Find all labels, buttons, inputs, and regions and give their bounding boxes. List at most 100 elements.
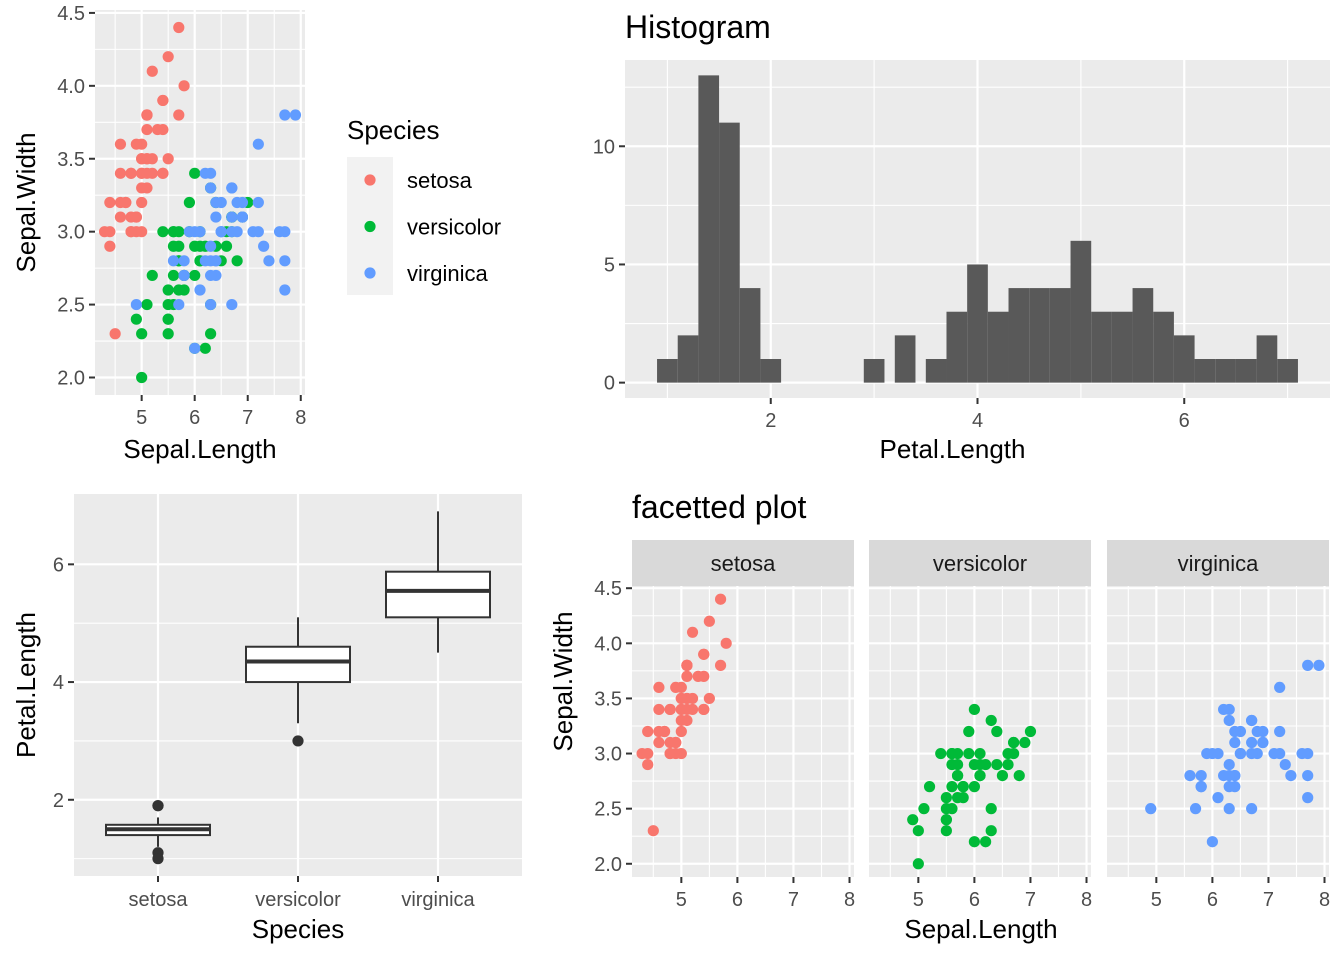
scatter-point-setosa [136,153,148,165]
box-iqr [385,570,491,619]
scatter-chart: 5 6 7 8 2.0 2.5 3.0 3.5 4.0 4.5 Sepal.Length Sepa… [11,3,306,464]
legend-label-virginica: virginica [407,261,488,286]
scatter-point-setosa [104,196,116,209]
boxplot-x-tick-label: versicolor [255,889,341,911]
histogram-bar [1029,288,1050,383]
scatter-point-setosa [173,21,185,34]
facet-setosa-x-tick-label: 7 [788,889,799,911]
legend-key-setosa [364,174,376,186]
histogram-bar [894,335,916,383]
facet-point-versicolor [1024,725,1037,738]
facet-point-virginica [1189,803,1202,815]
facet-point-setosa [686,692,699,705]
facet-point-setosa [714,593,727,605]
facet-point-virginica [1184,769,1196,782]
scatter-y-tick-label: 2.0 [57,368,85,390]
scatter-point-versicolor [231,255,243,267]
scatter-point-virginica [226,226,238,238]
scatter-x-axis-title: Sepal.Length [123,434,276,464]
scatter-point-setosa [130,211,142,223]
scatter-point-virginica [205,240,217,252]
facet-panel-background [1107,586,1329,877]
facet-point-versicolor [996,769,1009,782]
scatter-point-versicolor [162,284,174,296]
boxplot-y-tick-label: 6 [53,554,64,576]
facet-setosa-x-tick-label: 5 [676,889,687,911]
scatter-point-virginica [236,211,249,223]
scatter-point-virginica [258,240,270,252]
facet-setosa-x-tick-label: 6 [732,889,743,911]
histogram-bar [946,311,968,383]
histogram-bar [760,359,782,383]
legend-label-setosa: setosa [407,168,473,193]
scatter-point-setosa [141,123,153,136]
facet-setosa-y-tick-label: 2.5 [594,799,622,821]
scatter-x-tick-label: 5 [136,407,147,429]
scatter-point-setosa [151,123,164,136]
facetted-title: facetted plot [632,489,806,525]
facet-point-virginica [1223,803,1235,815]
facet-point-virginica [1257,736,1269,749]
scatter-point-versicolor [178,284,190,296]
facet-point-versicolor [957,781,969,793]
scatter-point-versicolor [199,342,211,354]
facet-point-versicolor [1019,736,1031,749]
facet-point-versicolor [963,725,975,738]
scatter-point-versicolor [146,269,158,282]
histogram-y-tick-label: 5 [604,254,615,276]
histogram-y-tick-label: 10 [593,136,615,158]
facet-point-virginica [1302,659,1314,671]
scatter-y-tick-label: 4.0 [57,76,85,98]
facet-point-versicolor [991,725,1003,738]
scatter-point-setosa [141,109,153,121]
scatter-point-setosa [157,167,169,179]
scatter-x-tick-label: 8 [295,407,306,429]
scatter-point-virginica [226,298,238,311]
facet-point-setosa [653,736,665,749]
scatter-point-versicolor [157,226,169,238]
facet-point-virginica [1229,725,1241,738]
scatter-point-setosa [157,94,169,107]
facet-point-virginica [1223,769,1235,782]
scatter-point-virginica [279,284,291,296]
facet-point-versicolor [980,836,992,848]
facet-point-setosa [692,670,704,682]
boxplot-y-axis-title: Petal.Length [11,612,41,758]
histogram-x-axis-title: Petal.Length [879,434,1025,464]
histogram-bar [739,288,761,383]
scatter-point-virginica [252,226,264,238]
boxplot-x-tick-label: setosa [129,889,189,911]
facet-point-setosa [703,692,715,705]
facet-point-virginica [1251,725,1263,738]
facet-point-versicolor [1013,769,1025,782]
scatter-point-virginica [279,255,291,267]
facet-point-setosa [653,681,665,694]
scatter-point-virginica [167,255,180,267]
scatter-point-versicolor [162,298,174,311]
scatter-point-virginica [279,226,291,238]
scatter-point-virginica [178,269,190,282]
scatter-point-virginica [205,298,217,311]
scatter-y-tick-label: 4.5 [57,3,85,25]
facet-point-setosa [675,692,687,705]
legend-label-versicolor: versicolor [407,215,501,240]
facet-point-virginica [1195,781,1207,793]
legend-key-versicolor [364,220,376,233]
histogram-bar [1277,359,1298,383]
facet-point-virginica [1212,792,1224,804]
facet-point-versicolor [1008,736,1020,749]
facet-strip-label: versicolor [933,551,1027,576]
facet-point-setosa [653,725,665,738]
facet-point-setosa [675,714,687,727]
histogram-bar [925,359,947,383]
facet-virginica-x-tick-label: 7 [1263,889,1274,911]
facet-strip [1107,540,1329,586]
facet-point-virginica [1218,703,1230,716]
facet-point-versicolor [940,792,952,804]
scatter-point-setosa [104,240,116,252]
scatter-x-tick-label: 6 [189,407,200,429]
scatter-point-setosa [114,138,127,150]
facetted-y-axis-title: Sepal.Width [548,611,578,751]
facet-point-setosa [642,758,654,771]
facet-setosa-y-tick-label: 4.0 [594,633,622,655]
